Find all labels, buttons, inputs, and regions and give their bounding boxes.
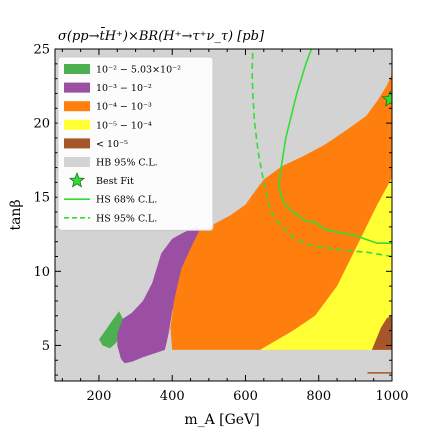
hs-95-contour	[251, 49, 392, 258]
y-tick-label: 5	[42, 339, 50, 354]
legend-star-icon	[68, 171, 86, 188]
legend: 10⁻² − 5.03×10⁻² 10⁻³ − 10⁻² 10⁻⁴ − 10⁻³ 10…	[57, 56, 214, 231]
plot-area	[55, 49, 392, 381]
region-3	[230, 177, 392, 350]
region-1	[117, 226, 202, 364]
legend-label: 10⁻⁴ − 10⁻³	[96, 102, 152, 113]
legend-label: 10⁻³ − 10⁻²	[96, 83, 152, 94]
legend-swatch	[64, 138, 90, 149]
legend-label: Best Fit	[96, 176, 134, 187]
y-tick-label: 25	[33, 43, 50, 58]
x-tick-label: 200	[87, 389, 112, 404]
y-tick-label: 10	[33, 265, 50, 280]
legend-label: 10⁻⁵ − 10⁻⁴	[96, 120, 152, 131]
y-tick-label: 20	[33, 117, 50, 132]
color-regions	[99, 74, 392, 374]
region-5	[367, 372, 392, 374]
x-tick-label: 1000	[375, 389, 408, 404]
plot-frame	[54, 48, 393, 382]
y-tick-label: 15	[33, 191, 50, 206]
legend-label: HB 95% C.L.	[96, 158, 158, 169]
region-4	[371, 314, 392, 350]
legend-label: < 10⁻⁵	[96, 139, 128, 150]
region-0	[99, 311, 123, 349]
chart-title: σ(pp→t̄H⁺)×BR(H⁺→τ⁺ν_τ) [pb]	[58, 27, 265, 44]
legend-swatch	[64, 82, 90, 93]
legend-swatch	[64, 64, 90, 74]
x-tick-label: 400	[160, 389, 185, 404]
x-axis-label: m_A [GeV]	[184, 412, 259, 428]
hs-contours	[251, 49, 392, 258]
legend-label: HS 95% C.L.	[96, 213, 157, 224]
hs-68-contour	[277, 49, 392, 244]
y-axis-label: tanβ	[8, 199, 24, 230]
legend-swatch	[64, 101, 90, 112]
legend-swatch	[64, 157, 90, 167]
best-fit-marker	[381, 90, 392, 107]
x-axis-ticks: 200 400 600 800 1000	[61, 49, 409, 404]
x-tick-label: 800	[306, 389, 331, 404]
legend-label: 10⁻² − 5.03×10⁻²	[96, 65, 181, 76]
x-tick-label: 600	[233, 389, 258, 404]
legend-swatch	[64, 119, 90, 130]
region-2	[170, 74, 392, 350]
legend-label: HS 68% C.L.	[96, 195, 157, 206]
legend-box	[57, 56, 214, 231]
best-fit-star	[381, 90, 392, 107]
y-axis-ticks: 5 10 15 20 25	[33, 43, 392, 376]
